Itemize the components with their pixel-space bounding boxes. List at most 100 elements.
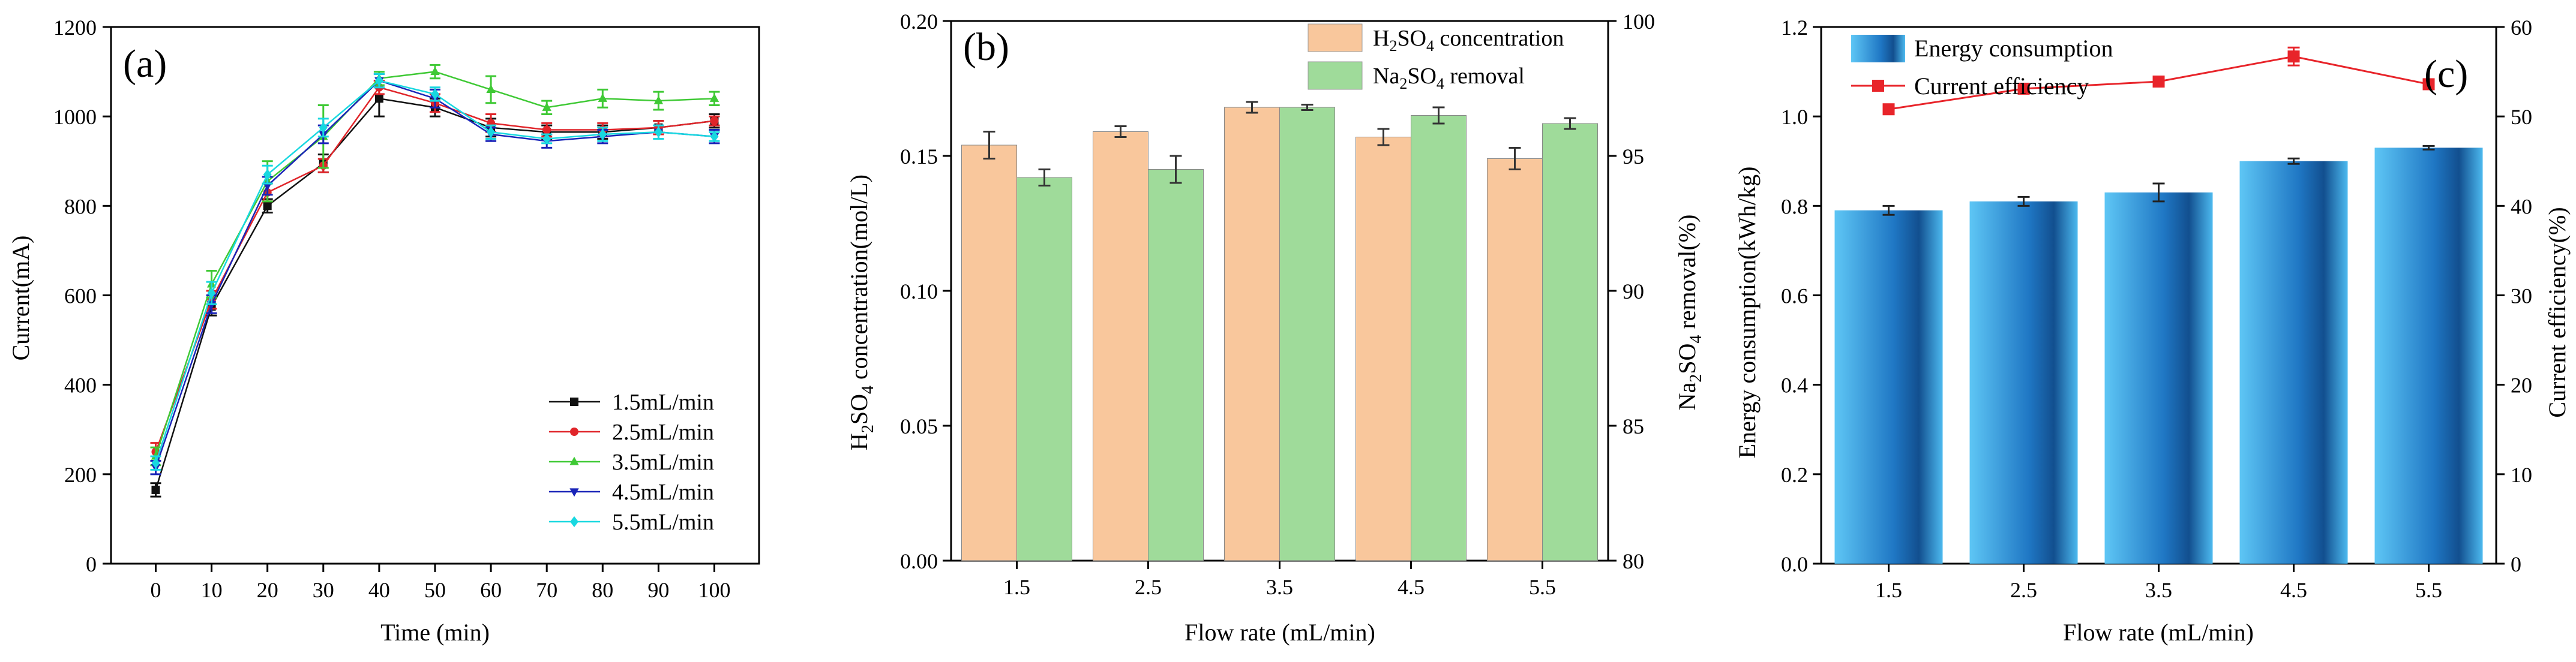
- bar-h2so4-concentration: [1356, 137, 1411, 561]
- panel-c-y-axis-right-title: Current efficiency(%): [2544, 207, 2571, 417]
- panel-b-x-tick-label: 2.5: [1135, 575, 1162, 599]
- panel-a-x-tick-label: 10: [201, 578, 223, 602]
- panel-b-y-right-tick-label: 80: [1623, 549, 1644, 573]
- panel-c-y-right-tick-label: 40: [2511, 194, 2532, 218]
- bar-energy-consumption: [2374, 148, 2483, 564]
- panel-a-y-tick-label: 0: [86, 552, 97, 576]
- panel-b-legend: H2SO4 concentration Na2SO4 removal: [1308, 23, 1564, 92]
- bar-energy-consumption: [2239, 161, 2348, 564]
- data-point: [207, 287, 216, 299]
- error-bar: [1169, 155, 1182, 184]
- data-point: [151, 458, 160, 469]
- panel-b-y-right-tick-label: 100: [1623, 10, 1655, 34]
- panel-b-bars: [961, 101, 1598, 561]
- legend-swatch-energy: [1851, 35, 1905, 62]
- panel-a-x-axis-title: Time (min): [380, 619, 490, 646]
- legend-swatch-h2so4: [1308, 23, 1363, 52]
- panel-b-label: (b): [963, 25, 1009, 69]
- panel-c-energy-efficiency: 0.0 0.2 0.4 0.6 0.8 1.0 1.2 0 10 20 30 40 50 60 1.5 2.5…: [1734, 16, 2571, 646]
- panel-a-x-tick-label: 80: [592, 578, 613, 602]
- bar-h2so4-concentration: [1224, 107, 1280, 561]
- panel-c-y-right-tick-label: 50: [2511, 105, 2532, 129]
- panel-c-y-tick-label: 0.8: [1781, 194, 1808, 218]
- panel-c-y-tick-label: 1.0: [1781, 105, 1808, 129]
- bar-na2so4-removal: [1279, 107, 1335, 561]
- bar-h2so4-concentration: [961, 145, 1017, 561]
- panel-c-y-right-tick-label: 60: [2511, 16, 2532, 40]
- bar-energy-consumption: [1969, 201, 2078, 564]
- bar-energy-consumption: [1834, 210, 1943, 564]
- bar-na2so4-removal: [1148, 169, 1204, 561]
- data-point: [263, 201, 272, 210]
- data-point: [654, 127, 663, 138]
- panel-c-y-tick-label: 0.0: [1781, 552, 1808, 576]
- data-point: [542, 133, 551, 145]
- panel-b-y-right-tick-label: 95: [1623, 145, 1644, 168]
- panel-c-y-right-tick-label: 20: [2511, 374, 2532, 398]
- data-point: [430, 67, 440, 76]
- error-bar: [1114, 125, 1127, 138]
- legend-marker: [570, 516, 578, 528]
- panel-a-x-tick-label: 70: [536, 578, 557, 602]
- panel-c-x-tick-label: 5.5: [2415, 578, 2442, 602]
- data-point: [542, 125, 551, 134]
- panel-c-y-tick-label: 0.6: [1781, 284, 1808, 308]
- legend-marker: [569, 456, 579, 465]
- panel-a-y-tick-label: 800: [64, 194, 97, 218]
- legend-marker: [570, 398, 578, 406]
- data-point: [487, 127, 496, 138]
- error-bar: [2422, 145, 2435, 151]
- legend-marker: [569, 488, 579, 497]
- panel-a-y-tick-label: 600: [64, 284, 97, 308]
- bar-na2so4-removal: [1542, 123, 1598, 561]
- panel-b-y-tick-label: 0.05: [900, 414, 938, 438]
- efficiency-point: [2422, 78, 2435, 91]
- legend-marker: [570, 428, 578, 436]
- legend-label-na2so4: Na2SO4 removal: [1373, 64, 1525, 92]
- panel-c-label: (c): [2424, 52, 2468, 96]
- error-bar: [1301, 104, 1314, 111]
- legend-label: 3.5mL/min: [612, 450, 714, 475]
- error-bar: [1882, 204, 1895, 216]
- panel-b-y-tick-label: 0.00: [900, 549, 938, 573]
- data-point: [709, 93, 719, 102]
- panel-b-y-right-tick-label: 85: [1623, 414, 1644, 438]
- efficiency-point: [2152, 75, 2165, 88]
- error-bar: [983, 131, 995, 160]
- data-point: [374, 75, 383, 86]
- data-point: [319, 122, 328, 133]
- data-point: [598, 93, 608, 102]
- panel-b-h2so4-na2so4: 0.00 0.05 0.10 0.15 0.20 80 85 90 95 100 1.5 2.5 3.5…: [845, 10, 1705, 646]
- data-point: [710, 131, 719, 142]
- panel-b-y-tick-label: 0.20: [900, 10, 938, 34]
- error-bar: [2287, 157, 2300, 165]
- legend-label: 4.5mL/min: [612, 480, 714, 505]
- error-bar: [1377, 128, 1390, 146]
- panel-a-y-axis-title: Current(mA): [7, 236, 34, 361]
- panel-c-legend: Energy consumption Current efficiency: [1851, 35, 2113, 100]
- panel-c-efficiency-line: [1882, 46, 2435, 116]
- panel-c-y-axis-title: Energy consumption(kWh/kg): [1734, 167, 1761, 459]
- data-point: [486, 85, 496, 94]
- panel-a-x-tick-label: 60: [480, 578, 502, 602]
- panel-a-x-tick-label: 50: [424, 578, 446, 602]
- panel-a-y-tick-label: 1200: [53, 16, 97, 40]
- legend-label-efficiency: Current efficiency: [1914, 73, 2089, 100]
- panel-a-legend: 1.5mL/min 2.5mL/min 3.5mL/min 4.5mL/min 5.5m…: [549, 390, 714, 535]
- panel-a-x-tick-label: 100: [698, 578, 731, 602]
- data-point: [263, 169, 272, 180]
- panel-b-x-axis-title: Flow rate (mL/min): [1184, 619, 1375, 646]
- bar-h2so4-concentration: [1487, 158, 1543, 561]
- data-point: [710, 116, 719, 125]
- panel-a-x-tick-label: 0: [150, 578, 161, 602]
- error-bar: [2152, 182, 2165, 203]
- legend-swatch-na2so4: [1308, 61, 1363, 90]
- bar-na2so4-removal: [1016, 177, 1072, 561]
- data-point: [598, 128, 607, 140]
- panel-a-y-tick-label: 400: [64, 374, 97, 398]
- efficiency-point: [2287, 50, 2300, 63]
- panel-a-y-tick-label: 200: [64, 463, 97, 487]
- panel-c-x-tick-label: 2.5: [2010, 578, 2037, 602]
- panel-a-current-vs-time: 0 10 20 30 40 50 60 70 80 90 100020040060080010001…: [7, 16, 760, 646]
- panel-b-x-tick-label: 4.5: [1398, 575, 1425, 599]
